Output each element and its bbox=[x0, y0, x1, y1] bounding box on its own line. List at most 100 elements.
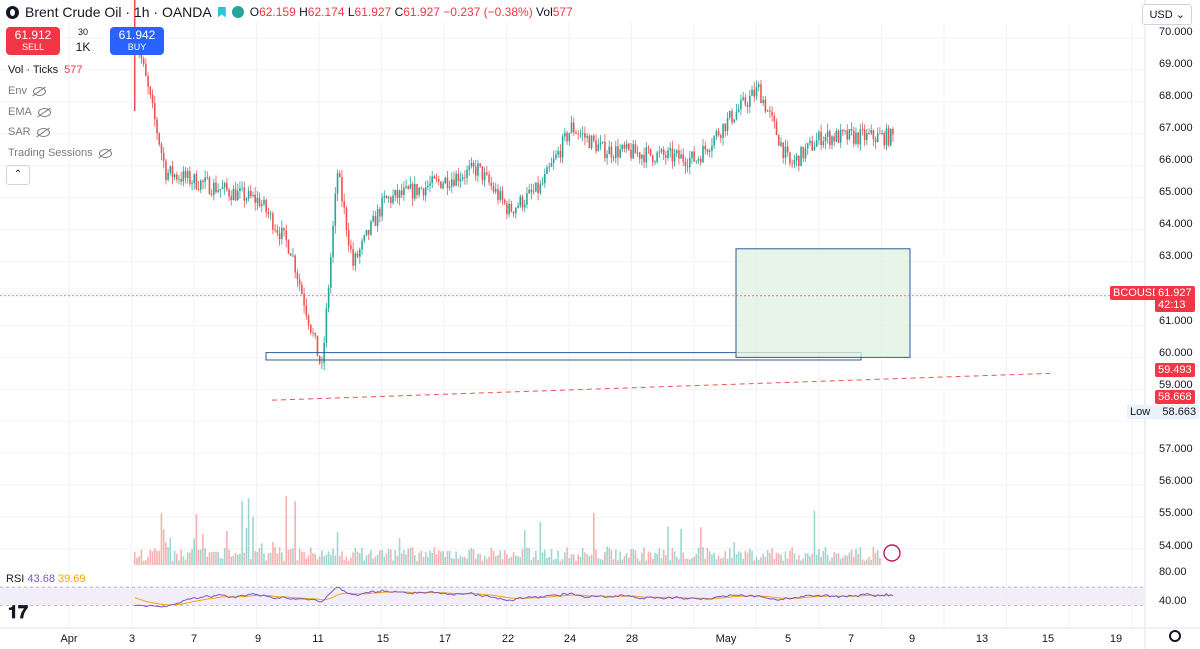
candle-body bbox=[628, 143, 630, 150]
volume-bar bbox=[492, 550, 495, 565]
indicator-trading-sessions[interactable]: Trading Sessions bbox=[8, 147, 112, 159]
volume-bar bbox=[199, 549, 202, 565]
candle-body bbox=[535, 182, 537, 192]
time-tick: 7 bbox=[190, 633, 198, 645]
volume-bar bbox=[733, 542, 736, 565]
sell-button[interactable]: 61.912 SELL bbox=[6, 27, 60, 55]
volume-bar bbox=[684, 558, 687, 565]
candle-body bbox=[292, 255, 294, 257]
volume-bar bbox=[197, 549, 200, 565]
candle-body bbox=[789, 152, 791, 164]
candle-body bbox=[305, 305, 308, 316]
volume-bar bbox=[658, 548, 661, 565]
indicator-volume[interactable]: Vol · Ticks 577 bbox=[8, 64, 83, 76]
hidden-eye-icon[interactable] bbox=[32, 86, 46, 96]
volume-bar bbox=[757, 559, 760, 565]
buy-button[interactable]: 61.942 BUY bbox=[110, 27, 164, 55]
candle-body bbox=[612, 157, 615, 159]
volume-bar bbox=[704, 558, 707, 565]
candle-body bbox=[416, 183, 418, 196]
indicator-env[interactable]: Env bbox=[8, 85, 46, 97]
volume-bar bbox=[294, 501, 296, 565]
volume-bar bbox=[863, 560, 866, 565]
volume-bar bbox=[330, 554, 332, 565]
volume-bar bbox=[517, 556, 519, 565]
time-tick: 24 bbox=[563, 633, 577, 645]
collapse-legend-button[interactable]: ⌃ bbox=[6, 165, 30, 185]
candle-body bbox=[887, 128, 890, 146]
volume-bar bbox=[387, 549, 390, 565]
volume-bar bbox=[490, 547, 493, 565]
candle-body bbox=[715, 131, 718, 137]
volume-bar bbox=[654, 552, 656, 565]
candle-body bbox=[795, 155, 798, 160]
volume-bar bbox=[464, 556, 466, 565]
volume-bar bbox=[811, 553, 814, 565]
volume-bar bbox=[539, 522, 542, 565]
volume-bar bbox=[232, 555, 235, 565]
volume-bar bbox=[411, 547, 414, 565]
chart-title[interactable]: Brent Crude Oil · 1h · OANDA bbox=[25, 4, 212, 20]
candle-body bbox=[260, 204, 263, 207]
tradingview-logo-icon[interactable]: 𝟏𝟕 bbox=[8, 602, 29, 623]
candle-body bbox=[541, 183, 544, 185]
candle-body bbox=[186, 171, 189, 178]
volume-bar bbox=[798, 555, 800, 565]
hidden-eye-icon[interactable] bbox=[98, 148, 112, 158]
hidden-eye-icon[interactable] bbox=[37, 107, 51, 117]
volume-bar bbox=[372, 558, 374, 565]
candle-body bbox=[350, 245, 352, 250]
candle-body bbox=[850, 129, 853, 131]
volume-bar bbox=[722, 557, 724, 565]
volume-bar bbox=[365, 555, 368, 565]
candle-body bbox=[294, 255, 296, 273]
rsi-legend[interactable]: RSI 43.68 39.69 bbox=[6, 573, 86, 585]
volume-bar bbox=[537, 559, 539, 565]
indicator-ema[interactable]: EMA bbox=[8, 106, 51, 118]
volume-bar bbox=[579, 556, 582, 565]
flag-icon[interactable] bbox=[217, 6, 226, 18]
candle-body bbox=[889, 128, 892, 146]
volume-bar bbox=[309, 547, 312, 565]
indicator-sar[interactable]: SAR bbox=[8, 126, 50, 138]
candle-body bbox=[165, 160, 167, 180]
volume-bar bbox=[160, 513, 163, 565]
candle-body bbox=[766, 110, 769, 112]
candle-body bbox=[593, 135, 595, 141]
volume-bar bbox=[519, 556, 522, 565]
volume-bar bbox=[289, 548, 292, 565]
volume-bar bbox=[755, 556, 758, 565]
volume-bar bbox=[699, 527, 702, 565]
candle-body bbox=[149, 86, 152, 95]
volume-bar bbox=[400, 553, 403, 565]
volume-bar bbox=[678, 559, 680, 565]
candle-body bbox=[494, 189, 497, 192]
candle-body bbox=[354, 253, 357, 266]
volume-bar bbox=[374, 556, 377, 565]
volume-bar bbox=[405, 554, 407, 565]
candle-body bbox=[269, 213, 272, 215]
volume-bar bbox=[494, 556, 497, 565]
candle-body bbox=[708, 150, 711, 153]
candle-body bbox=[651, 155, 654, 163]
settings-gear-icon[interactable] bbox=[1169, 630, 1181, 642]
volume-bar bbox=[429, 550, 431, 565]
currency-select[interactable]: USD ⌄ bbox=[1142, 4, 1192, 25]
volume-bar bbox=[606, 546, 608, 565]
candle-body bbox=[444, 177, 447, 184]
volume-bar bbox=[691, 558, 693, 565]
volume-bar bbox=[550, 549, 553, 565]
volume-bar bbox=[566, 547, 568, 565]
hidden-eye-icon[interactable] bbox=[36, 127, 50, 137]
volume-bar bbox=[252, 516, 254, 565]
candle-body bbox=[575, 132, 577, 134]
candle-body bbox=[265, 199, 268, 213]
market-status-icon[interactable] bbox=[231, 6, 244, 18]
candle-body bbox=[457, 173, 460, 182]
volume-bar bbox=[815, 554, 818, 565]
order-quantity[interactable]: 30 1K bbox=[75, 27, 91, 54]
candle-body bbox=[325, 308, 328, 343]
candle-body bbox=[806, 143, 809, 149]
volume-bar bbox=[675, 556, 678, 565]
